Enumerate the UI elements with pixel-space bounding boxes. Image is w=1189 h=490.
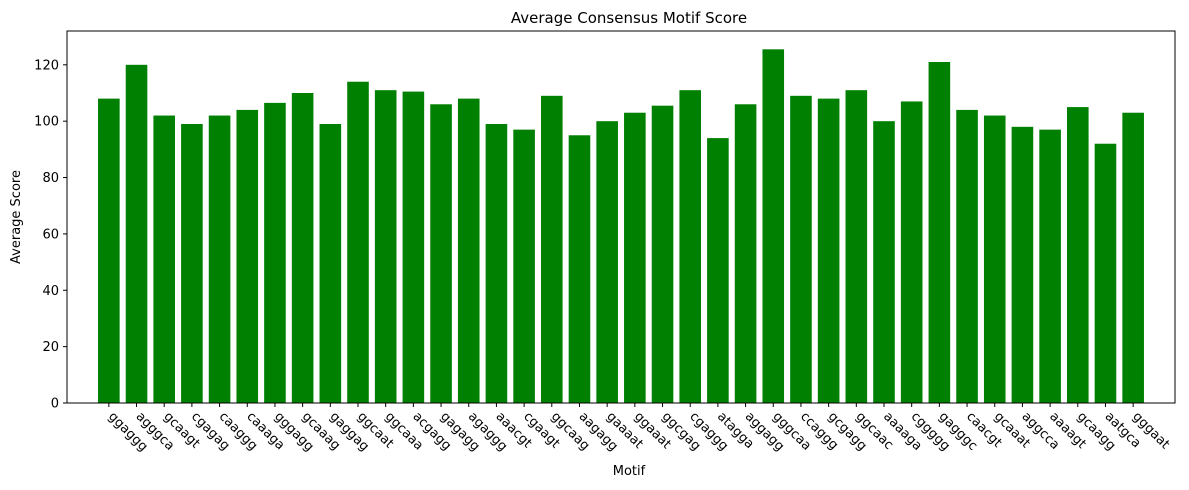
- bar-ggcaaa: [374, 90, 397, 403]
- bar-gaaaat: [596, 121, 618, 403]
- chart-title: Average Consensus Motif Score: [511, 9, 747, 27]
- bar-caaaga: [236, 109, 259, 403]
- bar-gggagg: [264, 102, 286, 403]
- y-axis-label: Average Score: [9, 170, 24, 264]
- bar-aatgca: [1094, 143, 1117, 403]
- bar-cggggg: [900, 101, 923, 404]
- bar-series: [98, 49, 1144, 404]
- bar-gcgagg: [817, 98, 840, 404]
- bar-cgagag: [181, 124, 203, 403]
- bar-caaggg: [208, 115, 231, 403]
- bar-ccaggg: [790, 95, 812, 404]
- bar-acgagg: [402, 91, 425, 403]
- x-axis-label: Motif: [613, 464, 646, 479]
- bar-gggcaa: [762, 49, 785, 404]
- bar-ggcgag: [651, 105, 674, 403]
- bar-agaggg: [457, 98, 480, 404]
- y-tick-label: 120: [34, 58, 59, 73]
- bar-ggcaag: [540, 95, 563, 404]
- y-axis: 0 20 40 60 80 100 120: [34, 58, 67, 412]
- bar-gcaaag: [291, 93, 314, 403]
- bar-gagggc: [928, 62, 951, 403]
- y-tick-label: 20: [42, 340, 59, 355]
- bar-ggaaat: [624, 112, 646, 404]
- bar-cgaggg: [679, 90, 702, 403]
- bar-ggcaac: [845, 90, 868, 403]
- y-tick-label: 100: [34, 115, 59, 130]
- bar-aagagg: [568, 135, 591, 404]
- y-tick-label: 40: [42, 284, 59, 299]
- bar-aaacgt: [485, 124, 508, 403]
- y-tick-label: 80: [42, 171, 59, 186]
- x-axis: ggagggagggcagcaagtcgagagcaagggcaaagaggga…: [105, 403, 1172, 455]
- bar-aggcca: [1011, 126, 1034, 404]
- bar-gcaagt: [153, 115, 176, 403]
- bar-caacgt: [956, 109, 978, 403]
- bar-gcaaat: [983, 115, 1006, 403]
- bar-gagagg: [430, 104, 452, 403]
- bar-aaaaga: [873, 121, 895, 403]
- bar-atagga: [707, 138, 729, 403]
- bar-ggcaat: [347, 81, 369, 404]
- y-tick-label: 0: [51, 397, 59, 412]
- bar-aaaagt: [1039, 129, 1061, 404]
- bar-gaggag: [319, 124, 342, 403]
- y-tick-label: 60: [42, 227, 59, 242]
- bar-cgaagt: [513, 129, 535, 404]
- bar-gcaagg: [1066, 107, 1089, 403]
- bar-aggagg: [734, 104, 757, 403]
- bar-agggca: [125, 64, 148, 404]
- bar-gggaat: [1122, 112, 1144, 404]
- plot-frame: [66, 30, 1176, 404]
- bar-ggaggg: [98, 98, 120, 404]
